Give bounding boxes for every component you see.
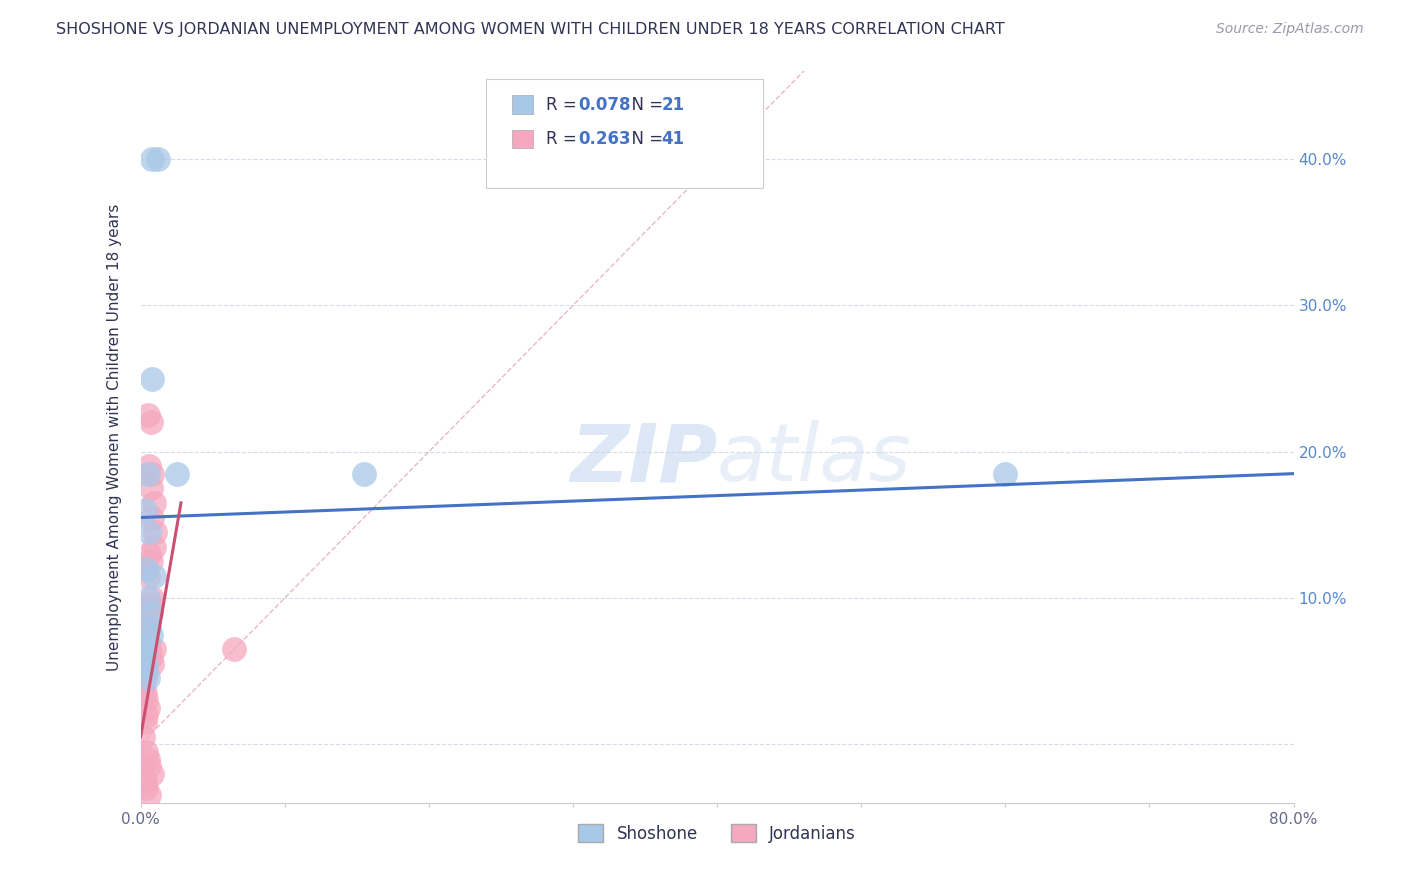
Point (139, 416, 162, 430)
Point (134, 620, 156, 634)
Point (141, 657, 163, 671)
Text: N =: N = (621, 130, 669, 148)
Point (136, 408, 159, 422)
Point (142, 496, 165, 510)
Point (224, 642, 246, 657)
Point (135, 657, 157, 671)
Point (139, 599, 162, 613)
Point (139, 606, 162, 620)
Point (134, 613, 156, 627)
Point (141, 766, 163, 780)
Point (132, 679, 155, 693)
Legend: Shoshone, Jordanians: Shoshone, Jordanians (571, 818, 863, 849)
Text: 41: 41 (662, 130, 685, 148)
Point (138, 759, 160, 773)
Point (139, 649, 162, 664)
Y-axis label: Unemployment Among Women with Children Under 18 years: Unemployment Among Women with Children U… (107, 203, 122, 671)
Point (139, 481, 162, 495)
Point (134, 642, 156, 657)
Point (138, 620, 160, 634)
Point (135, 627, 157, 641)
Point (135, 708, 157, 723)
Point (138, 642, 160, 657)
Text: atlas: atlas (717, 420, 912, 498)
Text: 0.263: 0.263 (579, 130, 631, 148)
Point (136, 635, 159, 649)
FancyBboxPatch shape (486, 78, 763, 188)
Text: SHOSHONE VS JORDANIAN UNEMPLOYMENT AMONG WOMEN WITH CHILDREN UNDER 18 YEARS CORR: SHOSHONE VS JORDANIAN UNEMPLOYMENT AMONG… (56, 22, 1005, 37)
Point (141, 467, 163, 481)
Point (143, 525, 166, 540)
Point (136, 672, 159, 686)
Point (142, 569, 165, 583)
Point (135, 562, 157, 576)
Point (134, 715, 156, 730)
Point (134, 672, 156, 686)
Point (134, 664, 156, 678)
Point (136, 700, 159, 714)
Point (135, 745, 157, 759)
Point (166, 467, 188, 481)
Point (141, 510, 163, 524)
Point (141, 152, 163, 166)
Text: R =: R = (547, 95, 582, 113)
Point (139, 554, 162, 568)
Point (136, 591, 159, 605)
Point (141, 591, 163, 605)
Point (138, 547, 160, 561)
Text: 21: 21 (662, 95, 685, 113)
Point (134, 773, 156, 788)
Text: ZIP: ZIP (569, 420, 717, 498)
Text: 0.078: 0.078 (579, 95, 631, 113)
Text: Source: ZipAtlas.com: Source: ZipAtlas.com (1216, 22, 1364, 37)
Point (135, 664, 157, 678)
FancyBboxPatch shape (512, 95, 533, 114)
Text: N =: N = (621, 95, 669, 113)
Point (141, 371, 163, 385)
Point (139, 627, 162, 641)
Text: R =: R = (547, 130, 582, 148)
Point (142, 540, 165, 554)
Point (136, 752, 159, 766)
Point (146, 152, 169, 166)
Point (138, 525, 160, 540)
Point (138, 459, 160, 474)
Point (138, 789, 160, 803)
Point (138, 606, 160, 620)
Point (134, 642, 156, 657)
Point (135, 781, 157, 796)
Point (136, 569, 159, 583)
FancyBboxPatch shape (512, 129, 533, 148)
Point (135, 693, 157, 707)
Point (142, 642, 165, 657)
Point (353, 467, 375, 481)
Point (994, 467, 1017, 481)
Point (134, 686, 156, 700)
Point (132, 730, 155, 744)
Point (135, 562, 157, 576)
Point (134, 503, 156, 517)
Point (136, 467, 159, 481)
Point (132, 649, 155, 664)
